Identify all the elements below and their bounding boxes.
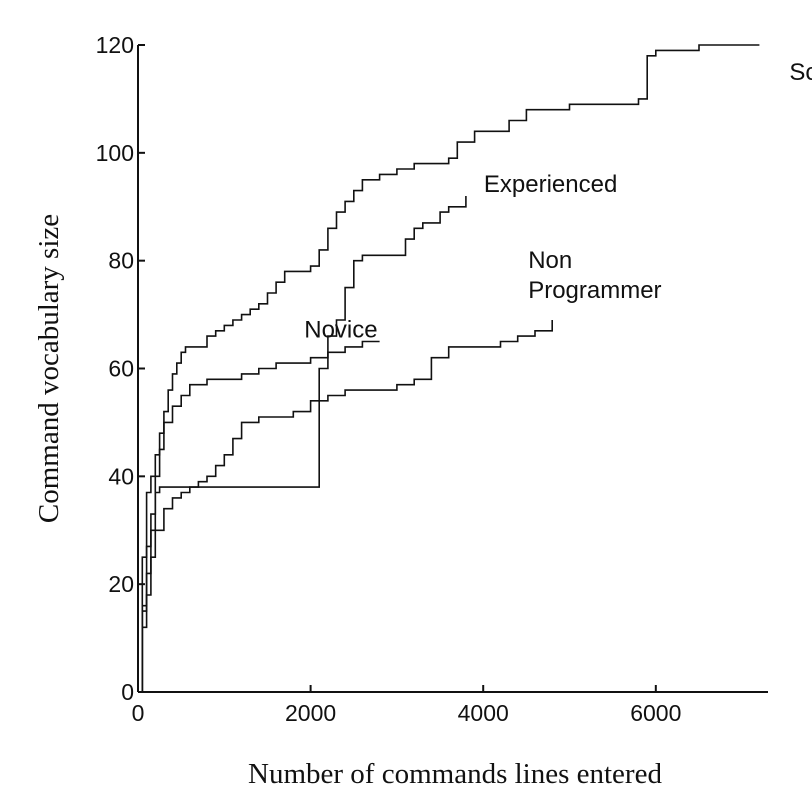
series-label-experienced: Experienced xyxy=(484,171,617,198)
x-tick-label: 6000 xyxy=(630,700,681,726)
series-label-line: Programmer xyxy=(528,277,661,304)
series-label-novice: Novice xyxy=(304,317,377,344)
series-label-line: Novice xyxy=(304,317,377,344)
series-label-line: Scientist xyxy=(789,59,812,86)
y-tick-label: 0 xyxy=(121,679,134,705)
y-tick-label: 100 xyxy=(96,140,134,166)
series-label-line: Non xyxy=(528,247,572,274)
x-axis-title: Number of commands lines entered xyxy=(248,758,662,790)
axes xyxy=(137,45,768,693)
series-line-experienced xyxy=(138,196,467,693)
y-tick-label: 60 xyxy=(108,356,134,382)
y-tick-label: 20 xyxy=(108,571,134,597)
series-lines xyxy=(138,44,760,693)
x-tick-label: 0 xyxy=(132,700,145,726)
series-line-scientist xyxy=(138,44,760,693)
series-label-non-programmer: Non Programmer xyxy=(528,247,661,304)
y-tick-label: 40 xyxy=(108,463,134,489)
series-label-line: Experienced xyxy=(484,171,617,198)
series-line-non-programmer xyxy=(138,320,553,693)
x-tick-label: 2000 xyxy=(285,700,336,726)
y-axis-title: Command vocabulary size xyxy=(33,214,65,523)
ticks: 0 20 40 60 80 100 120 0 2000 4000 6000 xyxy=(96,32,682,726)
series-label-scientist: Scientist xyxy=(789,59,812,86)
x-tick-label: 4000 xyxy=(458,700,509,726)
series-labels: Scientist Experienced Novice Non Programmer xyxy=(304,59,812,344)
y-tick-label: 80 xyxy=(108,248,134,274)
series-line-novice xyxy=(138,340,380,693)
y-tick-label: 120 xyxy=(96,32,134,58)
